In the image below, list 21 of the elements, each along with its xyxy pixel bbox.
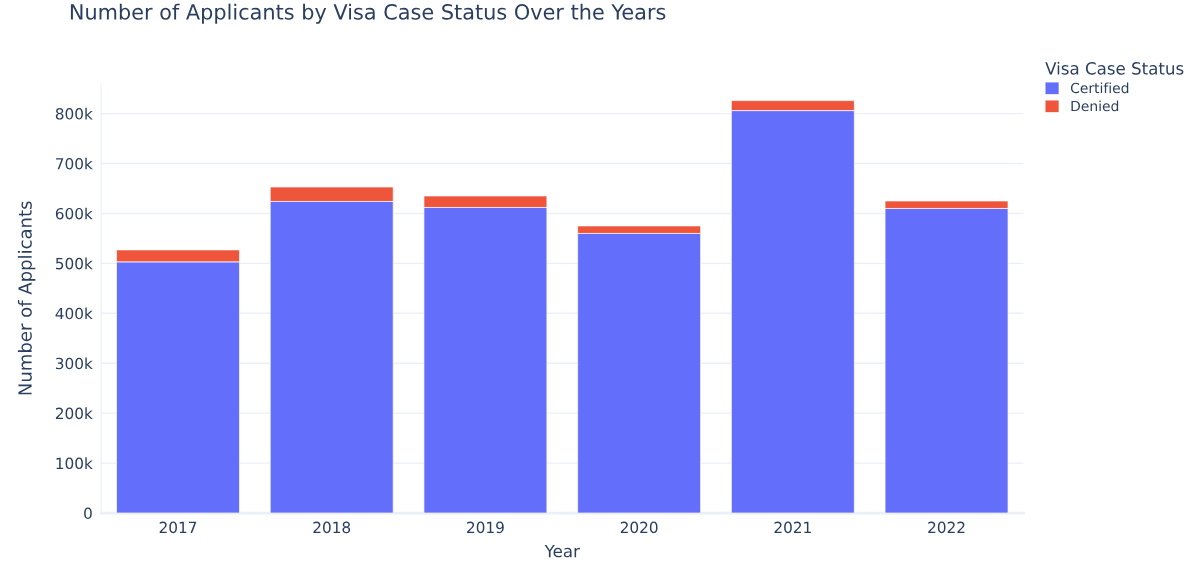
x-tick-label: 2021 [774, 521, 811, 534]
y-tick-label: 0 [84, 507, 92, 520]
y-tick-label: 300k [55, 357, 93, 370]
chart-title: Number of Applicants by Visa Case Status Over the Years [70, 3, 666, 24]
x-tick-label: 2020 [620, 521, 658, 534]
legend-label: Denied [1071, 100, 1119, 112]
legend-title: Visa Case Status [1045, 61, 1184, 75]
x-tick-label: 2022 [928, 521, 965, 534]
y-tick-label: 100k [56, 457, 93, 470]
y-tick-label: 800k [55, 107, 93, 120]
y-tick-label: 400k [55, 307, 93, 320]
y-tick-label: 600k [55, 207, 93, 220]
x-tick-label: 2019 [467, 521, 504, 534]
y-tick-label: 200k [55, 407, 93, 420]
x-axis-title: Year [544, 544, 580, 558]
legend-label: Certified [1070, 82, 1129, 94]
x-tick-label: 2018 [313, 521, 351, 534]
y-tick-label: 700k [56, 157, 93, 170]
y-tick-label: 500k [55, 257, 93, 270]
y-axis-title: Number of Applicants [17, 201, 36, 395]
x-tick-label: 2017 [159, 521, 197, 534]
